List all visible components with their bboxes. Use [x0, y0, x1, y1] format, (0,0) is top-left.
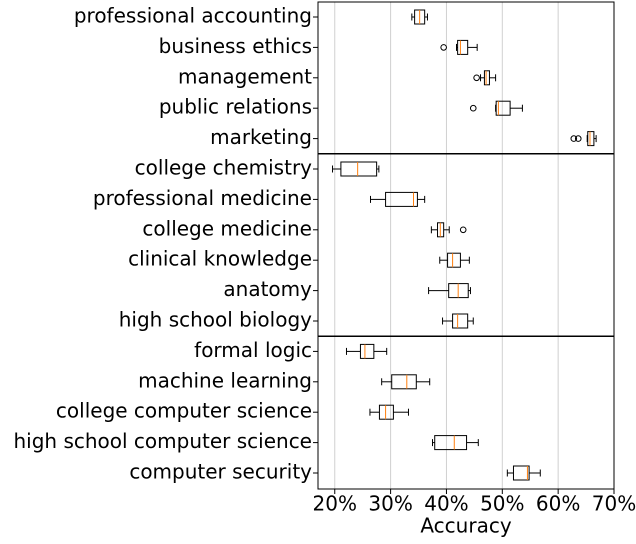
y-tick-label: marketing	[210, 125, 312, 149]
y-tick-label: high school biology	[119, 308, 312, 332]
y-tick-label: high school computer science	[13, 429, 312, 453]
outlier	[440, 44, 447, 51]
box	[340, 161, 378, 177]
box	[495, 100, 511, 116]
x-tick-label: 50%	[480, 492, 524, 516]
y-tick-label: business ethics	[159, 34, 312, 58]
box	[391, 374, 417, 390]
box	[452, 313, 469, 329]
box	[359, 343, 375, 359]
x-tick-label: 30%	[368, 492, 412, 516]
y-tick-label: formal logic	[194, 338, 312, 362]
y-tick-label: computer security	[129, 460, 312, 484]
box	[378, 404, 394, 420]
outlier	[570, 135, 578, 142]
y-tick-label: college medicine	[142, 216, 312, 240]
x-tick-label: 60%	[536, 492, 580, 516]
outlier	[469, 104, 477, 112]
y-tick-label: anatomy	[223, 277, 312, 301]
outlier	[574, 135, 582, 142]
box	[483, 70, 490, 86]
plot-frame	[317, 1, 615, 490]
y-tick-label: college chemistry	[135, 156, 313, 180]
y-tick-label: college computer science	[56, 399, 312, 423]
x-tick-label: 20%	[313, 492, 357, 516]
y-tick-label: machine learning	[138, 368, 312, 392]
box	[385, 191, 418, 207]
x-tick-label: 40%	[424, 492, 468, 516]
y-tick-label: clinical knowledge	[128, 247, 312, 271]
box	[457, 39, 469, 55]
y-tick-label: management	[178, 64, 312, 88]
y-tick-label: professional accounting	[74, 4, 312, 28]
box	[587, 131, 595, 147]
x-tick-label: 70%	[592, 492, 636, 516]
y-tick-label: professional medicine	[93, 186, 312, 210]
x-axis-label: Accuracy	[420, 514, 511, 538]
outlier	[473, 74, 480, 82]
box	[512, 465, 530, 481]
outlier	[459, 226, 467, 234]
box	[447, 252, 461, 268]
box	[434, 435, 468, 451]
y-tick-label: public relations	[159, 95, 312, 119]
